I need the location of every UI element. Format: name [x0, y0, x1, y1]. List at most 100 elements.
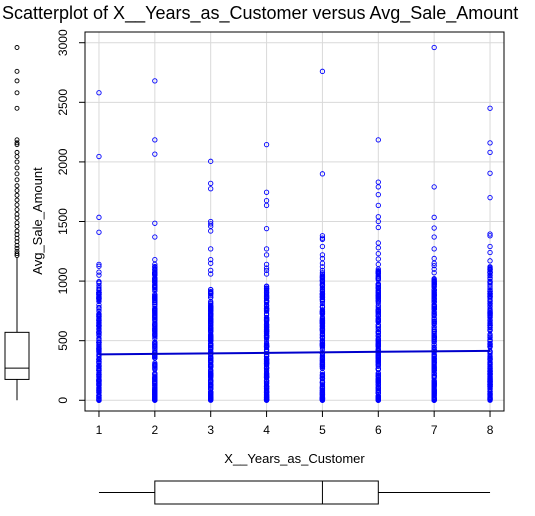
- data-point: [375, 324, 381, 330]
- data-point: [431, 309, 437, 316]
- data-point: [152, 264, 158, 271]
- data-point: [152, 292, 158, 298]
- data-point: [487, 276, 493, 282]
- x-tick-label: 8: [487, 423, 494, 437]
- data-point: [263, 305, 270, 311]
- data-point: [263, 380, 270, 386]
- y-box-outlier: [14, 78, 20, 84]
- data-point: [152, 379, 158, 386]
- data-point: [96, 269, 102, 275]
- data-point: [431, 262, 437, 269]
- data-point: [431, 334, 437, 340]
- data-point: [487, 231, 493, 237]
- data-point: [431, 295, 437, 301]
- data-point: [263, 287, 270, 293]
- data-point: [96, 381, 102, 387]
- data-point: [431, 354, 437, 360]
- y-box-outlier: [14, 165, 20, 171]
- data-point: [208, 392, 214, 398]
- data-point: [487, 397, 493, 403]
- data-point: [208, 221, 214, 227]
- data-point: [319, 260, 326, 266]
- data-point: [152, 390, 158, 396]
- data-point: [375, 266, 381, 272]
- data-point: [431, 289, 437, 295]
- data-point: [431, 328, 437, 335]
- data-point: [431, 270, 437, 276]
- data-point: [263, 357, 270, 363]
- data-point: [319, 236, 326, 243]
- data-point: [431, 341, 437, 347]
- data-point: [263, 373, 270, 380]
- data-point: [431, 214, 437, 220]
- data-point: [375, 307, 381, 313]
- data-point: [487, 310, 493, 316]
- data-point: [263, 335, 270, 342]
- data-point: [375, 245, 381, 251]
- data-point: [263, 283, 270, 290]
- data-point: [487, 293, 493, 300]
- y-box-outlier: [14, 183, 20, 189]
- y-box-outlier: [14, 192, 20, 198]
- data-point: [431, 316, 437, 322]
- data-point: [319, 264, 326, 270]
- data-point: [263, 371, 270, 377]
- y-box-outlier: [14, 248, 20, 254]
- y-tick-label: 1000: [56, 267, 70, 294]
- data-point: [375, 322, 381, 328]
- data-point: [431, 381, 437, 387]
- data-point: [96, 229, 102, 235]
- x-box-iqr: [154, 480, 379, 505]
- data-point: [375, 270, 381, 276]
- data-point: [375, 317, 381, 323]
- data-point: [263, 189, 270, 195]
- data-point: [208, 372, 214, 378]
- data-point: [375, 389, 381, 396]
- data-point: [431, 355, 437, 362]
- marginal-y-boxplot: [4, 45, 30, 401]
- data-point: [263, 317, 270, 323]
- data-point: [487, 281, 493, 287]
- data-point: [375, 285, 381, 291]
- data-point: [263, 389, 270, 396]
- x-tick-label: 4: [263, 423, 270, 437]
- data-point: [375, 137, 381, 143]
- scatter-points: [96, 44, 493, 403]
- x-tick-label: 7: [431, 423, 438, 437]
- data-point: [263, 310, 270, 317]
- data-point: [152, 345, 158, 351]
- y-box-outlier: [14, 211, 20, 217]
- data-point: [96, 339, 102, 345]
- data-point: [487, 149, 493, 156]
- data-point: [487, 308, 493, 315]
- data-point: [487, 264, 493, 270]
- x-axis-title: X__Years_as_Customer: [224, 451, 365, 466]
- data-point: [263, 308, 270, 314]
- data-point: [487, 273, 493, 279]
- data-point: [263, 271, 270, 277]
- data-point: [487, 300, 493, 306]
- data-point: [263, 397, 270, 403]
- data-point: [263, 289, 270, 296]
- data-point: [96, 384, 102, 391]
- data-point: [96, 342, 102, 348]
- data-point: [431, 246, 437, 252]
- x-tick-label: 3: [207, 423, 214, 437]
- data-point: [431, 384, 437, 390]
- data-point: [319, 389, 326, 395]
- data-point: [152, 278, 158, 284]
- data-point: [375, 342, 381, 349]
- y-axis-title: Avg_Sale_Amount: [30, 167, 45, 275]
- data-point: [487, 349, 493, 355]
- y-box-outlier: [14, 90, 20, 96]
- data-point: [431, 260, 437, 266]
- data-point: [263, 299, 270, 305]
- data-point: [208, 342, 214, 349]
- data-point: [487, 233, 493, 239]
- data-point: [319, 320, 326, 326]
- y-tick-label: 3000: [56, 29, 70, 56]
- data-point: [319, 293, 326, 299]
- data-point: [375, 366, 381, 372]
- data-point: [152, 339, 158, 345]
- data-point: [263, 141, 270, 148]
